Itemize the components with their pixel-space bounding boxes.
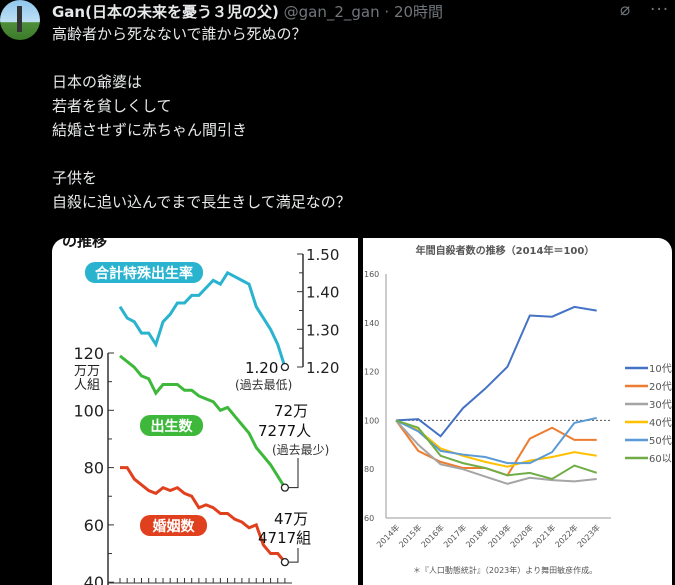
x-tick-label: 2014年	[374, 522, 401, 549]
series-line-5	[395, 419, 598, 481]
annotation: (過去最少)	[272, 443, 329, 457]
left-axis-unit: 人組	[74, 378, 100, 393]
series-end-marker	[280, 557, 290, 567]
left-tick-label: 60	[84, 516, 104, 535]
annotation: (過去最低)	[235, 378, 292, 392]
chart-title: 年間自殺者数の推移（2014年＝100）	[416, 244, 595, 257]
series-label: 婚姻数	[153, 518, 196, 535]
x-tick-label: 2022年	[553, 522, 580, 549]
leader-line	[288, 548, 299, 563]
footnote: ＊『人口動態統計』（2023年）より舞田敏彦作成。	[413, 565, 597, 575]
annotation: 7277人	[258, 422, 311, 440]
timestamp[interactable]: 20時間	[393, 3, 444, 21]
series-end-marker	[280, 483, 290, 492]
annotation: 1.20	[245, 359, 278, 377]
legend-label: 40代	[649, 417, 672, 429]
ellipsis-icon[interactable]: ···	[650, 0, 670, 20]
tweet-text: 高齢者から死なないで誰から死ぬの？ 日本の爺婆は 若者を貧しくして 結婚させずに…	[52, 25, 351, 211]
series-label: 出生数	[151, 418, 194, 435]
avatar[interactable]	[0, 0, 40, 40]
y-tick-label: 160	[364, 270, 379, 279]
author-name[interactable]: Gan(日本の未来を憂う３児の父)	[52, 3, 279, 21]
tweet-image-left[interactable]: の推移 120 100 80 60 40 万万 人組 1.50 1.40 1.30 1.20 合計特殊出…	[52, 238, 358, 585]
annotation: 47万	[274, 510, 308, 528]
series-label: 合計特殊出生率	[95, 265, 193, 282]
series-label-pill	[140, 515, 207, 536]
series-line-2	[395, 419, 597, 485]
series-line-0	[395, 305, 597, 438]
x-tick-label: 2016年	[419, 522, 446, 549]
tweet-image-right[interactable]: 年間自殺者数の推移（2014年＝100） 160 140 120 100 80 60 2014…	[363, 238, 672, 585]
y-tick-label: 140	[364, 319, 379, 328]
leader-line	[288, 458, 299, 489]
right-tick-label: 1.20	[306, 359, 339, 377]
right-tick-label: 1.40	[306, 284, 339, 302]
y-tick-label: 80	[364, 465, 374, 474]
series-line-3	[395, 419, 597, 468]
series-line-1	[119, 354, 287, 489]
x-tick-label: 2021年	[530, 522, 557, 549]
right-tick-label: 1.50	[306, 246, 339, 264]
x-tick-label: 2020年	[508, 522, 535, 549]
left-axis-unit: 万万	[74, 364, 100, 379]
chart-title: の推移	[62, 238, 107, 250]
right-tick-label: 1.30	[306, 321, 339, 339]
y-tick-label: 120	[364, 368, 379, 377]
legend-label: 60以上	[649, 453, 672, 465]
series-line-0	[118, 270, 287, 368]
x-tick-label: 2017年	[441, 522, 468, 549]
avatar-tower-image	[17, 6, 22, 32]
left-tick-label: 80	[84, 459, 104, 478]
left-tick-label: 120	[73, 344, 104, 363]
legend-label: 30代	[649, 399, 672, 411]
x-tick-label: 2015年	[397, 522, 424, 549]
left-tick-label: 40	[84, 573, 104, 585]
slash-circle-icon[interactable]: ⌀	[620, 0, 631, 20]
y-tick-label: 100	[364, 416, 379, 425]
series-label-pill	[85, 262, 203, 283]
series-line-2	[120, 466, 287, 564]
annotation: 72万	[274, 402, 308, 420]
x-tick-label: 2018年	[463, 522, 490, 549]
x-tick-label: 2023年	[575, 522, 602, 549]
author-handle[interactable]: @gan_2_gan	[283, 3, 380, 21]
legend-label: 50代	[649, 435, 672, 447]
legend-label: 10代	[649, 363, 672, 375]
y-tick-label: 60	[364, 514, 374, 523]
annotation: 4717組	[258, 529, 311, 547]
separator: ·	[384, 3, 390, 21]
series-line-1	[395, 419, 597, 477]
left-tick-label: 100	[73, 401, 104, 420]
x-tick-label: 2019年	[486, 522, 513, 549]
legend-label: 20代	[649, 381, 672, 393]
suicide-trend-chart: 年間自殺者数の推移（2014年＝100） 160 140 120 100 80 602014…	[364, 244, 672, 575]
tweet-header: Gan(日本の未来を憂う３児の父) @gan_2_gan · 20時間	[52, 1, 443, 22]
series-end-marker	[280, 362, 290, 372]
series-label-pill	[140, 415, 203, 436]
